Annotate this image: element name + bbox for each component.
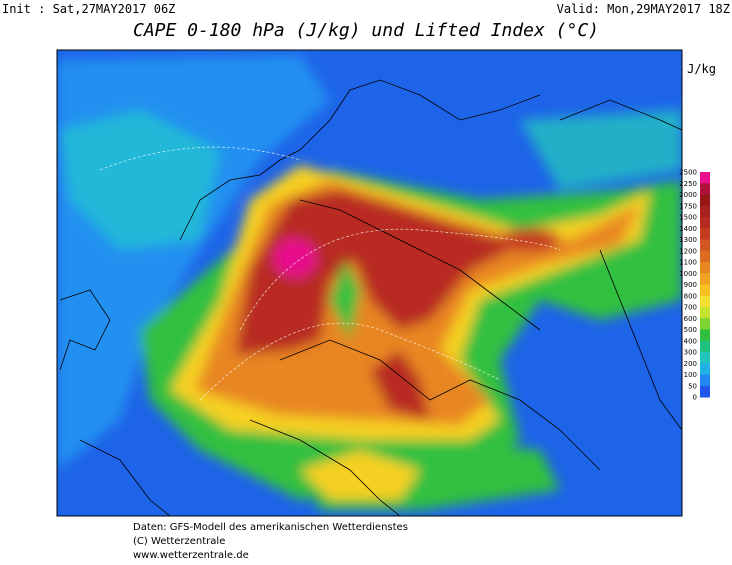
colorbar-segment [700, 329, 710, 342]
colorbar-label: 1100 [679, 259, 697, 267]
valid-time: Valid: Mon,29MAY2017 18Z [557, 2, 730, 16]
colorbar-label: 1000 [679, 270, 697, 278]
colorbar-label: 0 [693, 394, 697, 402]
colorbar: 2500225020001750150014001300120011001000… [679, 169, 710, 402]
map-frame [56, 49, 683, 517]
colorbar-label: 2000 [679, 191, 697, 199]
colorbar-label: 400 [684, 337, 697, 345]
colorbar-label: 800 [684, 292, 697, 300]
footer-line: Daten: GFS-Modell des amerikanischen Wet… [133, 522, 408, 533]
colorbar-label: 100 [684, 371, 697, 379]
colorbar-label: 1750 [679, 202, 697, 210]
colorbar-label: 500 [684, 326, 697, 334]
colorbar-segment [700, 340, 710, 353]
footer-line: www.wetterzentrale.de [133, 550, 249, 561]
colorbar-label: 2250 [679, 180, 697, 188]
colorbar-segment [700, 295, 710, 308]
colorbar-segment [700, 273, 710, 285]
colorbar-segment [700, 318, 710, 330]
init-time: Init : Sat,27MAY2017 06Z [2, 2, 175, 16]
colorbar-label: 600 [684, 315, 697, 323]
colorbar-label: 300 [684, 349, 697, 357]
colorbar-label: 200 [684, 360, 697, 368]
colorbar-unit: J/kg [687, 62, 716, 76]
colorbar-segment [700, 363, 710, 375]
colorbar-label: 1500 [679, 214, 697, 222]
colorbar-segment [700, 307, 710, 319]
colorbar-segment [700, 352, 710, 364]
colorbar-segment [700, 239, 710, 252]
colorbar-label: 2500 [679, 169, 697, 177]
colorbar-segment [700, 205, 710, 218]
colorbar-label: 1400 [679, 225, 697, 233]
colorbar-segment [700, 250, 710, 263]
colorbar-label: 50 [688, 382, 697, 390]
colorbar-segment [700, 217, 710, 229]
colorbar-segment [700, 385, 710, 398]
map [57, 50, 682, 516]
colorbar-segment [700, 183, 710, 195]
colorbar-segment [700, 228, 710, 240]
colorbar-label: 1200 [679, 247, 697, 255]
colorbar-segment [700, 374, 710, 387]
footer-line: (C) Wetterzentrale [133, 536, 225, 547]
colorbar-segment [700, 284, 710, 297]
colorbar-segment [700, 262, 710, 274]
colorbar-label: 700 [684, 304, 697, 312]
colorbar-segment [700, 194, 710, 207]
colorbar-label: 1300 [679, 236, 697, 244]
colorbar-label: 900 [684, 281, 697, 289]
colorbar-segment [700, 172, 710, 184]
map-title: CAPE 0-180 hPa (J/kg) und Lifted Index (… [133, 20, 599, 41]
